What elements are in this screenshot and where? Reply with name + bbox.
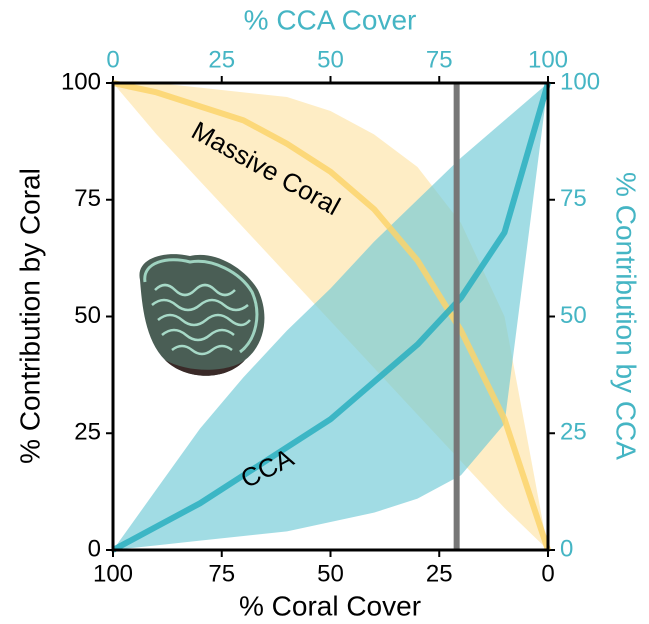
y2-tick-label: 0: [560, 535, 573, 562]
x2-tick-label: 0: [106, 46, 119, 73]
x2-tick-label: 25: [208, 46, 235, 73]
y-tick-label: 50: [74, 302, 101, 329]
x2-axis-title: % CCA Cover: [244, 4, 417, 35]
y-tick-label: 75: [74, 185, 101, 212]
x-tick-label: 75: [208, 560, 235, 587]
y2-tick-label: 75: [560, 185, 587, 212]
y2-axis-title: % Contribution by CCA: [611, 172, 642, 460]
y-axis-title: % Contribution by Coral: [14, 168, 45, 464]
x2-tick-label: 100: [528, 46, 568, 73]
y2-tick-label: 100: [560, 68, 600, 95]
y-tick-label: 25: [74, 419, 101, 446]
series-line: [111, 82, 551, 553]
plot-frame: [111, 81, 550, 552]
x-tick-label: 0: [541, 560, 554, 587]
x-axis-title: % Coral Cover: [239, 590, 421, 621]
x-tick-label: 25: [426, 560, 453, 587]
series-line: [112, 80, 551, 551]
confidence-band: [113, 83, 548, 550]
y2-tick-label: 25: [560, 419, 587, 446]
y-tick-label: 100: [61, 68, 101, 95]
y2-tick-label: 50: [560, 302, 587, 329]
coral-image: [139, 254, 265, 376]
x-tick-label: 100: [93, 560, 133, 587]
x2-tick-label: 75: [426, 46, 453, 73]
x2-tick-label: 50: [317, 46, 344, 73]
y-tick-label: 0: [88, 535, 101, 562]
x-tick-label: 50: [317, 560, 344, 587]
